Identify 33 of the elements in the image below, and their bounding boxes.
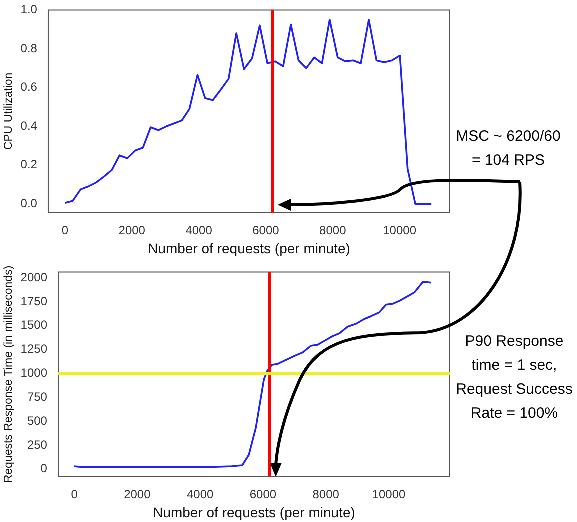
x-tick-label: 2000 [118, 223, 146, 238]
x-tick-label: 0 [71, 487, 78, 502]
x-tick-label: 4000 [186, 223, 213, 238]
x-axis-title: Number of requests (per minute) [148, 240, 350, 256]
y-tick-label: 1750 [20, 294, 48, 308]
y-axis-title: Requests Response Time (in milliseconds) [3, 266, 16, 484]
y-tick-label: 1250 [20, 342, 48, 356]
x-tick-label: 0 [62, 223, 69, 238]
y-tick-label: 2000 [20, 270, 48, 284]
x-tick-label: 8000 [312, 487, 340, 502]
y-tick-label: 750 [27, 390, 48, 404]
x-tick-label: 2000 [124, 487, 152, 502]
x-tick-label: 10000 [383, 223, 417, 238]
y-tick-label: 1500 [20, 318, 48, 332]
y-tick-label: 0.0 [20, 196, 38, 210]
text: P90 Response time = 1 sec, Request Success Rate = 100% [455, 332, 574, 424]
y-tick-label: 250 [27, 438, 48, 452]
y-tick-label: 0.6 [20, 80, 38, 94]
y-axis-title: CPU Utilization [3, 72, 16, 150]
y-tick-label: 0.2 [20, 158, 38, 172]
x-tick-label: 10000 [372, 487, 406, 502]
x-tick-label: 6000 [252, 223, 280, 238]
x-tick-label: 4000 [186, 487, 214, 502]
x-tick-label: 6000 [250, 487, 277, 502]
y-tick-label: 0 [40, 462, 48, 476]
y-tick-label: 500 [27, 414, 48, 428]
y-tick-label: 0.8 [20, 41, 38, 56]
y-tick-label: 1.0 [20, 2, 38, 17]
text: MSC ~ 6200/60 = 104 RPS [455, 127, 562, 171]
y-tick-label: 1000 [20, 366, 48, 380]
y-tick-label: 0.4 [20, 118, 38, 133]
x-axis-title: Number of requests (per minute) [153, 504, 356, 520]
x-tick-label: 8000 [320, 223, 347, 238]
